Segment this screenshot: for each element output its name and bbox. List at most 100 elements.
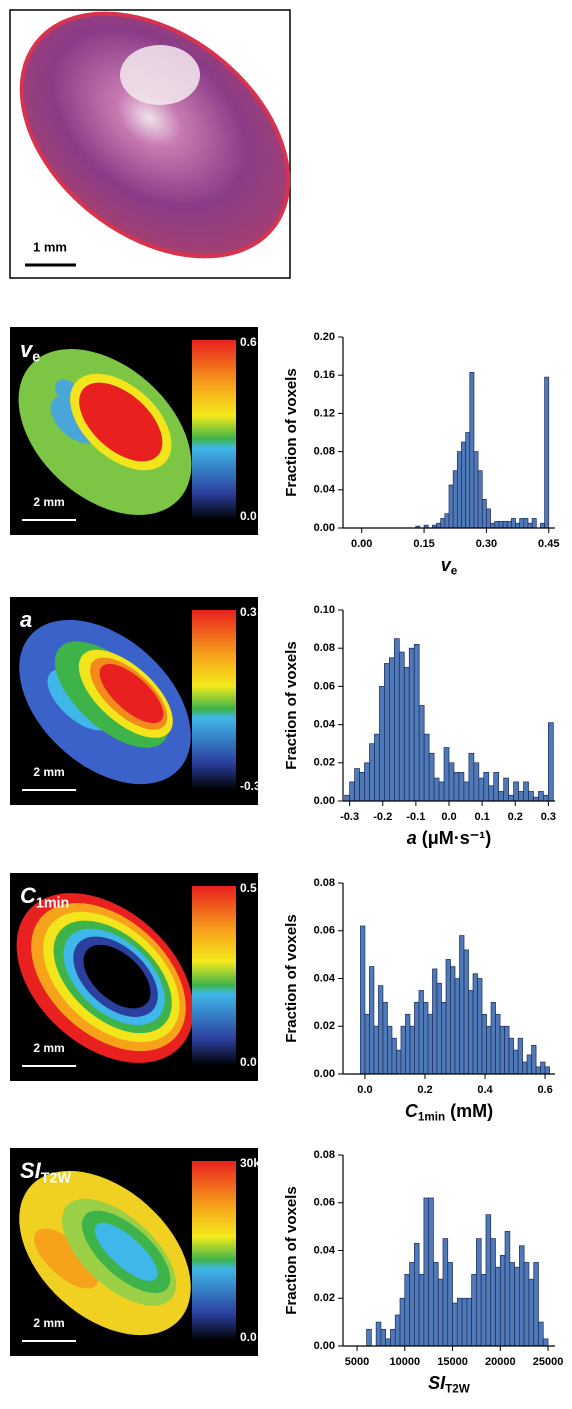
map-image: [18, 349, 192, 515]
y-tick-label: 0.08: [314, 446, 335, 458]
bar: [423, 1197, 430, 1347]
bar: [502, 520, 508, 529]
map-label-sub: 1min: [36, 895, 69, 911]
map-image: [16, 893, 194, 1063]
colorbar-max: 0.5: [240, 881, 257, 895]
y-tick-label: 0.06: [314, 925, 335, 937]
histology-tissue: [19, 11, 291, 259]
bar: [527, 522, 533, 529]
colorbar: [192, 886, 236, 1066]
bar: [398, 651, 405, 802]
map-label-main: SI: [20, 1158, 42, 1183]
bar: [535, 1066, 541, 1075]
bar: [477, 978, 483, 1075]
bar: [468, 752, 475, 802]
y-tick-label: 0.04: [314, 1244, 336, 1256]
bar: [369, 743, 375, 802]
histology-necrosis: [120, 45, 200, 105]
y-tick-label: 0.16: [314, 369, 335, 381]
bar: [499, 1254, 506, 1347]
colorbar: [192, 340, 236, 520]
colorbar-max: 0.3: [240, 605, 257, 619]
bar: [518, 791, 524, 802]
bar: [473, 451, 479, 529]
x-tick-label: 0.45: [538, 538, 559, 550]
x-axis-title-sub: 1min: [418, 1110, 445, 1123]
bar: [432, 968, 438, 1075]
bar: [428, 1197, 434, 1347]
bar: [400, 1025, 406, 1075]
bar: [389, 657, 395, 802]
bar: [428, 752, 435, 802]
bar: [443, 747, 450, 802]
bar: [459, 935, 465, 1075]
bar: [454, 978, 460, 1075]
map-image: [19, 1170, 191, 1336]
bar: [540, 522, 545, 529]
bar: [538, 791, 544, 802]
colorbar-min: 0.0: [240, 1330, 257, 1344]
bar: [515, 522, 521, 529]
bar: [393, 638, 400, 802]
bar: [437, 1278, 444, 1347]
bar: [486, 508, 491, 529]
bar: [380, 1328, 387, 1347]
bar: [390, 1328, 396, 1347]
bar: [404, 1274, 410, 1347]
bar: [517, 1037, 523, 1075]
map-label-main: C: [20, 883, 37, 908]
x-axis-title-tail: (μM·s⁻¹): [417, 828, 492, 848]
x-tick-label: 0.1: [474, 811, 489, 823]
map-label-main: a: [20, 607, 32, 632]
x-tick-label: -0.1: [406, 811, 425, 823]
map-scale-label: 2 mm: [33, 1041, 64, 1055]
y-tick-label: 0.20: [314, 331, 335, 343]
y-tick-label: 0.06: [314, 1197, 335, 1209]
bar: [373, 1025, 379, 1075]
bar: [508, 1037, 514, 1075]
bar: [466, 1297, 472, 1347]
bar: [441, 1002, 447, 1075]
x-tick-label: 0.4: [477, 1084, 493, 1096]
bar: [483, 771, 490, 802]
bar: [423, 733, 430, 802]
x-axis-title-tail: (mM): [445, 1101, 493, 1121]
colorbar: [192, 1161, 236, 1341]
bar: [409, 1025, 415, 1075]
colorbar: [192, 610, 236, 790]
y-axis-title: Fraction of voxels: [283, 914, 300, 1042]
bar: [544, 376, 550, 529]
bar: [399, 1297, 406, 1347]
bar: [447, 1262, 453, 1347]
bar: [477, 470, 483, 529]
y-tick-label: 0.12: [314, 407, 335, 419]
bar: [375, 1321, 382, 1347]
bar: [387, 1025, 393, 1075]
bar: [445, 959, 451, 1075]
bar: [461, 441, 466, 529]
bar: [374, 733, 380, 802]
bar: [478, 777, 485, 802]
x-axis-title: ve: [441, 555, 458, 578]
bar: [456, 451, 462, 529]
bar: [506, 520, 512, 529]
bar: [408, 647, 415, 802]
bar: [359, 771, 365, 802]
bar: [354, 768, 360, 802]
bar: [453, 771, 460, 802]
bar: [379, 686, 385, 802]
y-tick-label: 0.02: [314, 757, 335, 769]
x-tick-label: 10000: [389, 1356, 420, 1368]
bar: [456, 1297, 463, 1347]
bar: [427, 1013, 433, 1075]
bar: [519, 1245, 525, 1347]
bar: [391, 1037, 397, 1075]
bar: [469, 371, 475, 529]
bar: [450, 966, 456, 1075]
bar: [513, 781, 519, 802]
y-tick-label: 0.10: [314, 604, 335, 616]
y-tick-label: 0.02: [314, 1020, 335, 1032]
y-tick-label: 0.06: [314, 680, 335, 692]
bar: [542, 1338, 549, 1347]
